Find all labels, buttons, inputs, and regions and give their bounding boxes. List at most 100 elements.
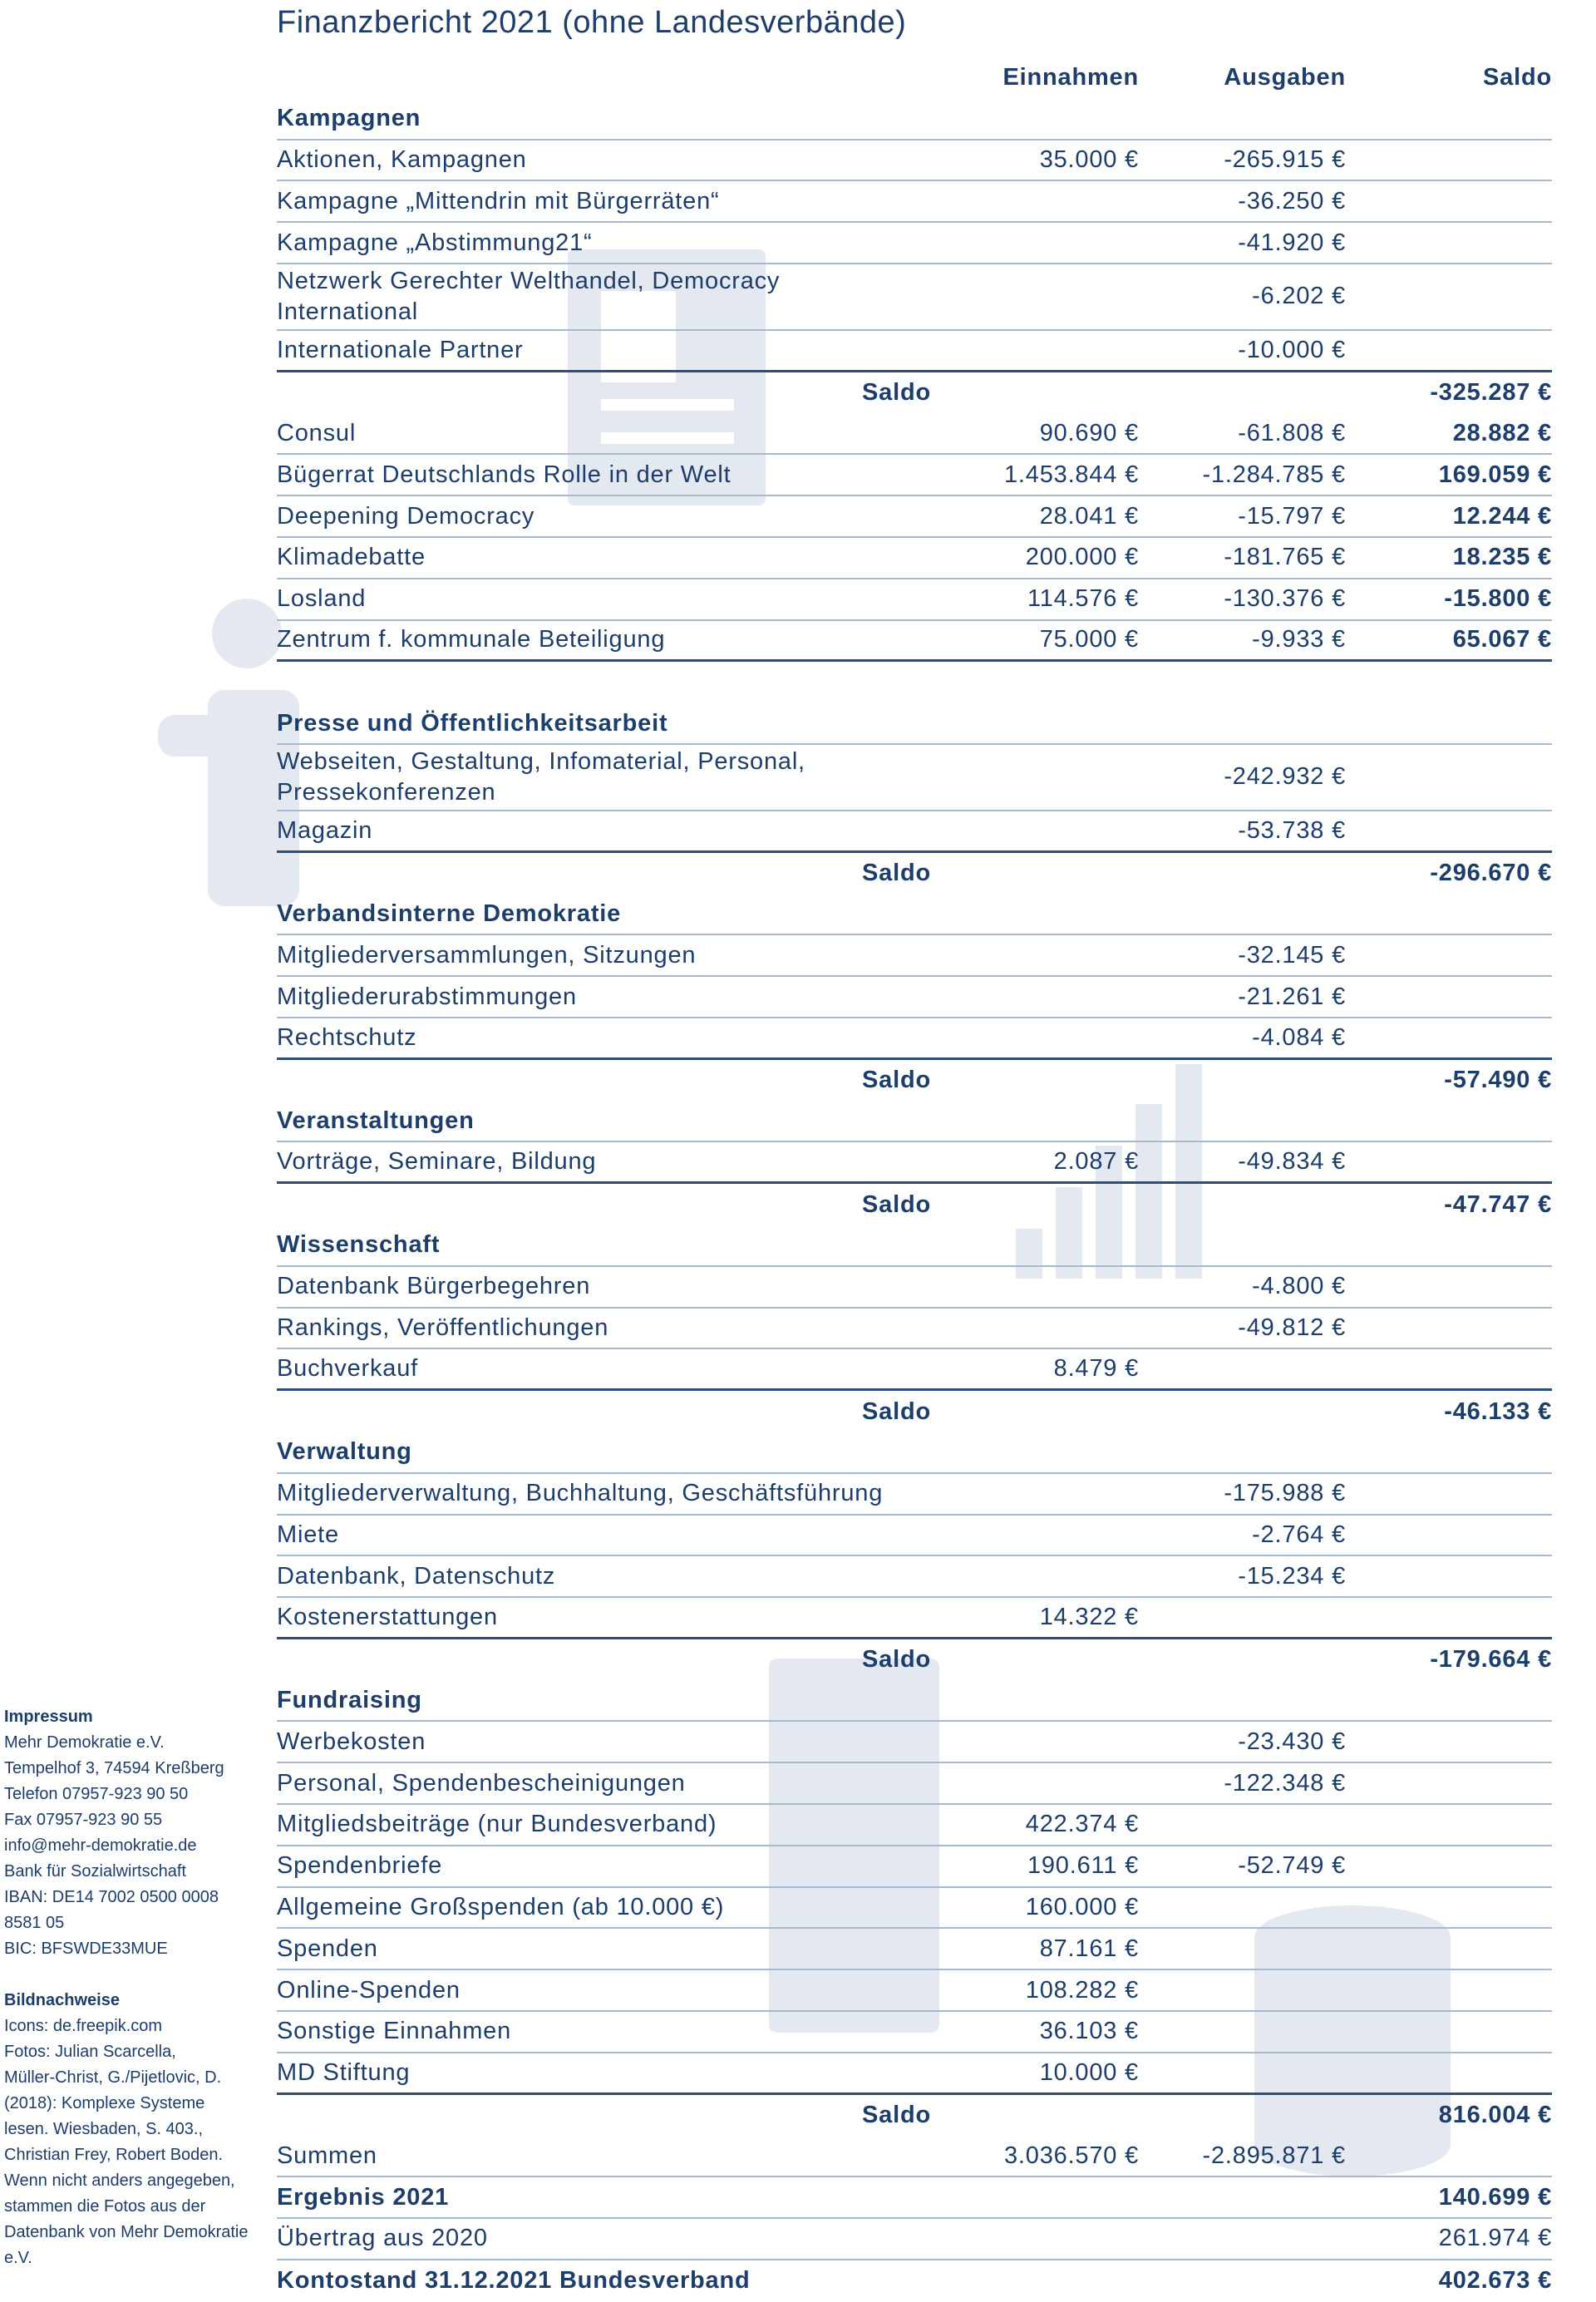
row-label: Spendenbriefe [277, 1852, 443, 1880]
cell: 14.322 € [1039, 1603, 1139, 1630]
item-row: Personal, Spendenbescheinigungen -122.348… [277, 1763, 1552, 1806]
item-row: Spendenbriefe 190.611 € -52.749 € [277, 1846, 1552, 1888]
saldo-value: -296.670 € [1430, 860, 1552, 887]
sidebar-line: Telefon 07957-923 90 50 [4, 1785, 189, 1803]
row-label: Kampagne „Mittendrin mit Bürgerräten“ [277, 187, 720, 214]
cell: -181.765 € [1224, 544, 1346, 571]
item-row: Bügerrat Deutschlands Rolle in der Welt 1… [277, 455, 1552, 497]
sidebar-line: Datenbank von Mehr Demokratie [4, 2223, 249, 2241]
row-label: Mitgliedsbeiträge (nur Bundesverband) [277, 1811, 717, 1838]
row-label: Kontostand 31.12.2021 Bundesverband [277, 2267, 751, 2295]
document-icon-photo [601, 291, 676, 382]
item-row: Spenden 87.161 € [277, 1929, 1552, 1971]
cell: 18.235 € [1452, 544, 1552, 571]
row-label: Internationale Partner [277, 336, 524, 363]
sidebar-line: Icons: de.freepik.com [4, 2017, 163, 2035]
cell: -2.895.871 € [1202, 2142, 1346, 2169]
saldo-row: Saldo -46.133 € [277, 1391, 1552, 1432]
row-label: Zentrum f. kommunale Beteiligung [277, 626, 666, 653]
cell: 1.453.844 € [1004, 461, 1139, 488]
cell: -10.000 € [1238, 336, 1346, 363]
item-row: Mitgliedsbeiträge (nur Bundesverband) 422… [277, 1805, 1552, 1846]
total-row: Übertrag aus 2020 261.974 € [277, 2219, 1552, 2260]
column-header: Ausgaben [1224, 64, 1346, 91]
section-heading-row: Wissenschaft [277, 1225, 1552, 1267]
cell: 75.000 € [1039, 626, 1139, 653]
item-row: Mitgliederverwaltung, Buchhaltung, Gesch… [277, 1474, 1552, 1516]
item-row: Datenbank, Datenschutz -15.234 € [277, 1556, 1552, 1599]
cell: -1.284.785 € [1202, 461, 1346, 488]
item-row: Aktionen, Kampagnen 35.000 € -265.915 € [277, 140, 1552, 182]
row-label: Kostenerstattungen [277, 1603, 498, 1630]
sidebar-line: Fotos: Julian Scarcella, [4, 2043, 176, 2061]
cell: 169.059 € [1438, 461, 1552, 488]
sidebar-line: stammen die Fotos aus der [4, 2197, 206, 2216]
row-label: Übertrag aus 2020 [277, 2225, 488, 2252]
row-label: Deepening Democracy [277, 502, 535, 530]
cell: -2.764 € [1252, 1521, 1346, 1548]
saldo-label: Saldo [862, 1397, 931, 1425]
saldo-value: -57.490 € [1444, 1067, 1552, 1094]
saldo-value: -179.664 € [1430, 1646, 1552, 1674]
row-label: Datenbank Bürgerbegehren [277, 1273, 591, 1300]
cell: -242.932 € [1224, 763, 1346, 791]
sidebar-line: 8581 05 [4, 1914, 65, 1932]
cell: -4.800 € [1252, 1273, 1346, 1300]
item-row: Kampagne „Mittendrin mit Bürgerräten“ -36… [277, 181, 1552, 224]
row-label: Magazin [277, 816, 373, 844]
column-header: Einnahmen [1002, 64, 1139, 91]
section-heading: Verbandsinterne Demokratie [277, 900, 622, 927]
finance-table: Einnahmen Ausgaben Saldo Kampagnen Aktionen,… [277, 57, 1552, 2302]
row-label: Miete [277, 1521, 339, 1548]
document-icon-line [601, 432, 734, 444]
row-label: Spenden [277, 1935, 378, 1962]
cell: -49.812 € [1238, 1314, 1346, 1341]
column-header: Saldo [1483, 64, 1552, 91]
item-row: Rechtschutz -4.084 € [277, 1018, 1552, 1060]
section-heading: Kampagnen [277, 105, 421, 132]
cell: -61.808 € [1238, 419, 1346, 446]
bar-icon [1135, 1104, 1162, 1279]
cell: 28.882 € [1452, 419, 1552, 446]
row-label: Bügerrat Deutschlands Rolle in der Welt [277, 461, 732, 488]
total-row: Ergebnis 2021 140.699 € [277, 2177, 1552, 2220]
cell: 8.479 € [1053, 1355, 1139, 1383]
row-label: Rechtschutz [277, 1023, 417, 1051]
item-row: Consul 90.690 € -61.808 € 28.882 € [277, 414, 1552, 456]
sidebar-line: Christian Frey, Robert Boden. [4, 2146, 224, 2164]
bar-icon [1016, 1229, 1042, 1279]
cell: -6.202 € [1252, 283, 1346, 310]
item-row: Mitgliederurabstimmungen -21.261 € [277, 977, 1552, 1018]
cell: 108.282 € [1025, 1976, 1139, 2004]
section-heading: Presse und Öffentlichkeitsarbeit [277, 709, 668, 737]
item-row: Webseiten, Gestaltung, Infomaterial, Per… [277, 745, 1552, 811]
row-label: Mitgliederversammlungen, Sitzungen [277, 941, 697, 969]
header-row: Einnahmen Ausgaben Saldo [277, 57, 1552, 99]
cell: -9.933 € [1252, 626, 1346, 653]
cell: -23.430 € [1238, 1728, 1346, 1755]
item-row: Miete -2.764 € [277, 1516, 1552, 1557]
cell: 402.673 € [1438, 2267, 1552, 2295]
row-label: Summen [277, 2142, 377, 2169]
saldo-row: Saldo -179.664 € [277, 1639, 1552, 1681]
podium-icon [158, 715, 249, 757]
item-row: Kostenerstattungen 14.322 € [277, 1598, 1552, 1639]
cell: -122.348 € [1224, 1769, 1346, 1797]
section-heading-row: Kampagnen [277, 99, 1552, 140]
item-row: Kampagne „Abstimmung21“ -41.920 € [277, 223, 1552, 264]
total-row: Summen 3.036.570 € -2.895.871 € [277, 2136, 1552, 2178]
sidebar-block: Bildnachweise Icons: de.freepik.com Fotos:… [4, 1988, 270, 2271]
row-label: Sonstige Einnahmen [277, 2018, 512, 2045]
cell: 35.000 € [1039, 145, 1139, 173]
item-row: Magazin -53.738 € [277, 811, 1552, 853]
section-heading: Verwaltung [277, 1438, 412, 1466]
saldo-label: Saldo [862, 2102, 931, 2129]
bar-icon [1096, 1146, 1122, 1279]
saldo-label: Saldo [862, 1067, 931, 1094]
sidebar-line: IBAN: DE14 7002 0500 0008 [4, 1888, 219, 1906]
row-label: Aktionen, Kampagnen [277, 145, 527, 173]
section: Consul 90.690 € -61.808 € 28.882 € Bügerrat … [277, 414, 1552, 663]
cell: -53.738 € [1238, 816, 1346, 844]
sidebar-line: Fax 07957-923 90 55 [4, 1811, 163, 1829]
